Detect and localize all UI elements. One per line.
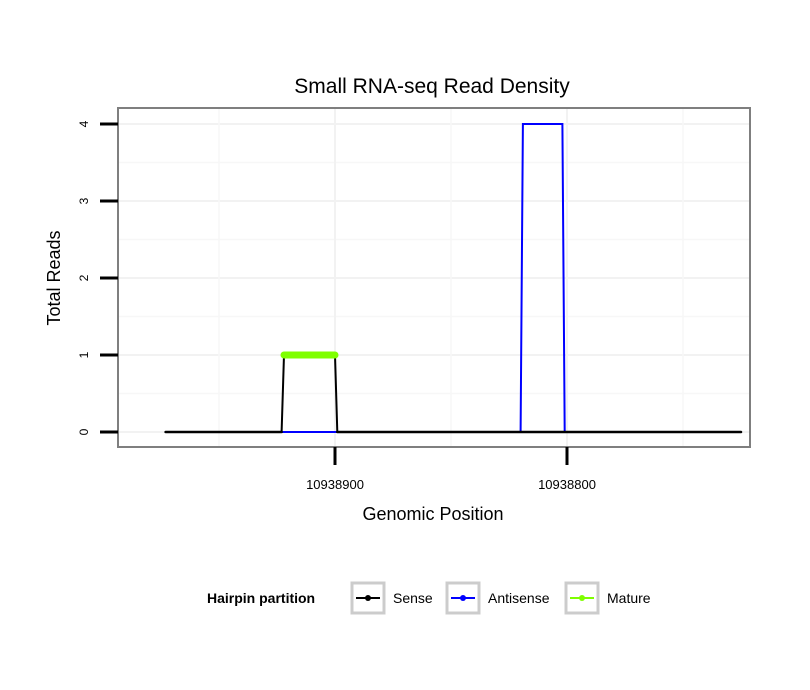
y-axis-label: Total Reads [44, 230, 64, 325]
series-line-antisense [519, 123, 566, 433]
legend-key-point [460, 595, 466, 601]
x-axis: 10938900 10938800 [306, 447, 596, 492]
x-tick-label: 10938800 [538, 477, 596, 492]
legend-entry-antisense: Antisense [445, 581, 550, 615]
legend-key-point [579, 595, 585, 601]
grid [118, 108, 750, 447]
y-axis: 0 1 2 3 4 [77, 120, 118, 435]
chart-title: Small RNA-seq Read Density [294, 75, 570, 98]
legend-entry-mature: Mature [564, 581, 651, 615]
series-layer [164, 123, 743, 434]
y-tick-label: 0 [77, 428, 91, 435]
y-tick-label: 2 [77, 274, 91, 281]
legend: Hairpin partition Sense Antisense Mature [207, 581, 651, 615]
legend-label: Sense [393, 590, 433, 606]
legend-label: Antisense [488, 590, 550, 606]
legend-title: Hairpin partition [207, 590, 315, 606]
y-tick-label: 4 [77, 120, 91, 127]
legend-entries: Sense Antisense Mature [350, 581, 651, 615]
x-axis-label: Genomic Position [362, 504, 503, 524]
y-tick-label: 3 [77, 197, 91, 204]
x-tick-label: 10938900 [306, 477, 364, 492]
legend-key-point [365, 595, 371, 601]
legend-label: Mature [607, 590, 651, 606]
legend-entry-sense: Sense [350, 581, 433, 615]
y-tick-label: 1 [77, 351, 91, 358]
